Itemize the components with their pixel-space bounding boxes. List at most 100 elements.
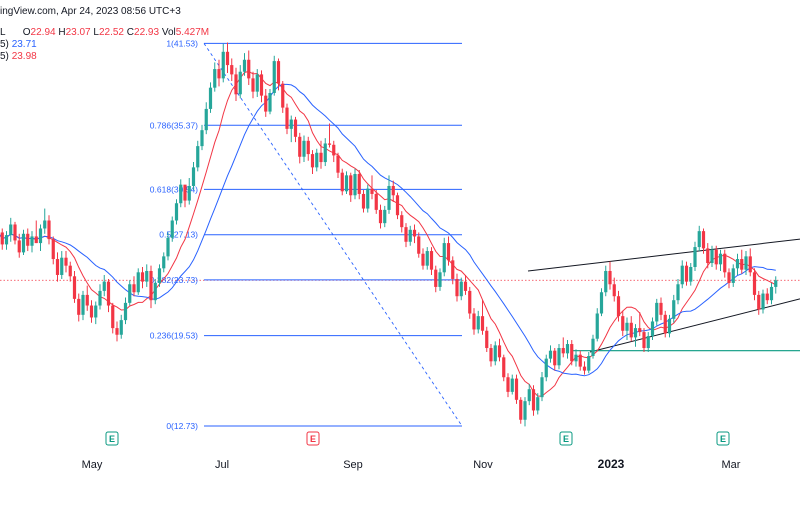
ma-fast-legend: 5) 23.98 xyxy=(0,51,37,62)
left-fragment: L xyxy=(0,27,6,38)
candle-body xyxy=(701,231,706,249)
candle-body xyxy=(366,188,370,209)
candle-body xyxy=(38,228,43,244)
x-axis-tick-label: Jul xyxy=(215,459,229,471)
candle-body xyxy=(489,348,493,362)
candle-body xyxy=(4,235,9,245)
candle-body xyxy=(442,243,446,273)
close-label: C xyxy=(126,27,135,38)
candle-body xyxy=(200,130,204,147)
candle-body xyxy=(13,224,17,241)
candle-body xyxy=(510,378,514,392)
candle-body xyxy=(140,272,145,282)
candle-body xyxy=(548,350,553,359)
candle-body xyxy=(625,322,629,331)
candle-body xyxy=(128,284,132,303)
candle-body xyxy=(455,278,459,297)
candle-body xyxy=(697,231,701,248)
candle-body xyxy=(221,51,225,79)
ma-fast-value: 23.98 xyxy=(11,51,37,62)
candle-body xyxy=(676,284,680,301)
fib-level-label: 0.618(30.54) xyxy=(150,184,198,194)
candle-body xyxy=(123,302,128,321)
candle-body xyxy=(98,290,102,306)
candle-body xyxy=(72,276,77,299)
candle-body xyxy=(761,293,765,310)
candle-body xyxy=(531,389,536,411)
candle-body xyxy=(336,155,340,173)
vol-value: 5.427M xyxy=(175,27,210,38)
candle-body xyxy=(519,399,523,420)
trend-lines[interactable] xyxy=(527,238,800,353)
candle-body xyxy=(689,267,693,282)
candle-body xyxy=(400,215,404,228)
candle-body xyxy=(251,78,255,92)
candle-body xyxy=(710,249,714,264)
candle-body xyxy=(757,294,761,310)
candle-body xyxy=(255,74,259,92)
fib-trend-diagonal xyxy=(203,43,463,427)
candle-body xyxy=(663,314,667,334)
earnings-marker xyxy=(306,431,320,446)
candle-body xyxy=(361,193,366,209)
candle-body xyxy=(357,174,361,194)
candle-body xyxy=(463,281,468,291)
fib-retracement[interactable] xyxy=(203,42,463,427)
ma-fast-line xyxy=(0,70,777,397)
candle-body xyxy=(217,69,221,79)
source-text: ingView.com, xyxy=(0,6,59,17)
fib-level-label: 0.382(23.73) xyxy=(150,275,198,285)
candle-body xyxy=(115,328,119,335)
candle-body xyxy=(102,281,106,291)
earnings-marker-label: E xyxy=(109,434,115,444)
x-axis-tick-label: May xyxy=(82,459,103,471)
candle-body xyxy=(553,350,557,366)
candle-body xyxy=(421,253,425,266)
candle-body xyxy=(527,389,531,402)
candle-body xyxy=(621,316,625,331)
candle-body xyxy=(731,268,735,283)
candle-body xyxy=(81,294,85,315)
candle-body xyxy=(213,69,217,88)
candle-body xyxy=(89,305,94,318)
candle-body xyxy=(578,354,582,367)
earnings-marker xyxy=(716,431,730,446)
candle-body xyxy=(234,74,238,95)
x-axis: May Jul Sep Nov 2023 Mar xyxy=(82,457,741,471)
candle-body xyxy=(238,71,242,95)
candle-body xyxy=(616,296,621,317)
candle-body xyxy=(0,232,4,245)
ma-slow-legend: 5) 23.71 xyxy=(0,39,37,50)
candle-body xyxy=(412,229,417,237)
close-value: 22.93 xyxy=(134,27,160,38)
candle-body xyxy=(514,378,519,400)
candle-body xyxy=(429,251,434,270)
candle-body xyxy=(561,348,565,354)
candle-body xyxy=(446,243,451,261)
open-label: O xyxy=(22,27,31,38)
candle-body xyxy=(434,269,438,287)
candle-body xyxy=(612,284,616,297)
candle-body xyxy=(459,281,463,297)
candle-body xyxy=(183,184,187,201)
candle-body xyxy=(574,354,578,362)
candle-body xyxy=(502,357,506,378)
candle-body xyxy=(43,220,47,229)
candle-body xyxy=(157,268,162,283)
candle-body xyxy=(557,348,561,366)
candle-body xyxy=(289,119,293,129)
candle-body xyxy=(293,119,298,137)
high-label: H xyxy=(58,27,66,38)
open-value: 22.94 xyxy=(30,27,56,38)
candle-body xyxy=(536,397,540,411)
fib-level-label: 0.5(27.13) xyxy=(159,230,198,240)
fib-level-label: 0.236(19.53) xyxy=(150,331,198,341)
candle-body xyxy=(451,260,455,279)
candle-body xyxy=(570,344,574,362)
x-axis-tick-label: 2023 xyxy=(598,457,625,471)
candle-body xyxy=(9,224,13,236)
candle-body xyxy=(718,253,723,265)
resistance-trendline xyxy=(527,238,800,272)
